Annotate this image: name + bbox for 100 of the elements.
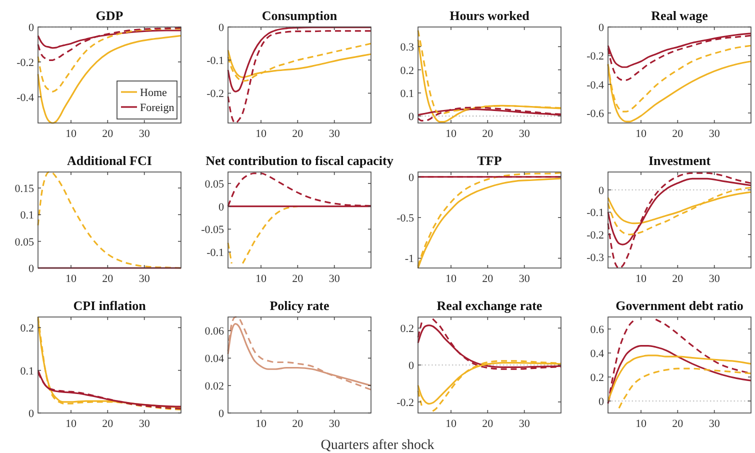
y-tick-label: -0.1 — [206, 247, 224, 259]
y-tick-label: 0.2 — [590, 372, 604, 384]
x-tick-label: 30 — [328, 418, 340, 430]
y-tick-label: 0 — [598, 396, 604, 408]
x-tick-label: 20 — [292, 273, 304, 285]
y-tick-label: -0.5 — [396, 212, 414, 225]
y-tick-label: 0.05 — [204, 178, 224, 190]
chart-title: Investment — [648, 153, 712, 168]
line-series — [607, 186, 752, 236]
y-tick-label: 0 — [218, 22, 224, 34]
y-tick-label: 0 — [408, 111, 414, 124]
x-tick-label: 10 — [446, 128, 457, 140]
x-tick-label: 10 — [636, 128, 647, 140]
y-tick-label: 0.1 — [20, 365, 34, 378]
y-tick-label: 0 — [28, 408, 34, 420]
line-series — [37, 27, 182, 61]
x-tick-label: 20 — [482, 418, 494, 430]
y-tick-label: -0.05 — [201, 224, 224, 236]
x-tick-label: 20 — [292, 418, 304, 430]
chart-title: Net contribution to fiscal capacity — [206, 153, 394, 168]
y-tick-label: 0.02 — [204, 380, 224, 393]
y-tick-label: 0 — [218, 201, 224, 214]
line-series — [37, 34, 182, 124]
y-tick-label: 0 — [408, 360, 414, 372]
x-tick-label: 30 — [138, 418, 150, 430]
x-tick-label: 30 — [708, 418, 720, 430]
y-tick-label: -0.2 — [586, 230, 604, 242]
x-tick-label: 20 — [672, 273, 684, 285]
x-tick-label: 10 — [256, 128, 267, 140]
chart-title: Policy rate — [270, 298, 330, 313]
y-tick-label: 0.1 — [20, 210, 34, 222]
x-tick-label: 10 — [66, 273, 77, 285]
x-tick-label: 30 — [708, 273, 720, 285]
y-tick-label: 0.15 — [14, 183, 34, 195]
y-tick-label: 0.6 — [590, 324, 604, 336]
y-tick-label: 0 — [28, 22, 34, 34]
x-axis-title: Quarters after shock — [320, 438, 434, 453]
y-tick-label: 0.4 — [590, 348, 604, 360]
x-tick-label: 10 — [256, 273, 267, 285]
x-tick-label: 20 — [672, 418, 684, 430]
y-tick-label: 0.2 — [400, 323, 414, 336]
y-tick-label: -0.2 — [206, 88, 224, 100]
line-series — [227, 42, 372, 82]
chart-title: Real wage — [651, 8, 708, 23]
chart-title: Real exchange rate — [436, 298, 542, 313]
x-tick-label: 30 — [518, 128, 530, 140]
x-tick-label: 30 — [138, 273, 150, 285]
x-tick-label: 30 — [518, 273, 530, 285]
y-tick-label: -0.2 — [396, 396, 414, 409]
y-tick-label: 0.3 — [400, 42, 414, 54]
x-tick-label: 30 — [328, 273, 340, 285]
y-tick-label: 0.2 — [400, 64, 414, 77]
line-series — [227, 30, 372, 124]
y-tick-label: -0.6 — [586, 108, 604, 120]
y-tick-label: 0 — [218, 408, 224, 420]
x-tick-label: 10 — [636, 418, 647, 430]
chart-title: TFP — [477, 153, 502, 168]
x-tick-label: 20 — [292, 128, 304, 140]
x-tick-label: 20 — [102, 128, 114, 140]
x-tick-label: 10 — [446, 273, 457, 285]
y-tick-label: 0 — [598, 184, 604, 197]
x-tick-label: 10 — [446, 418, 457, 430]
chart-title: CPI inflation — [73, 298, 147, 313]
y-tick-label: 0 — [28, 263, 34, 275]
y-tick-label: 0.2 — [20, 322, 34, 335]
x-tick-label: 10 — [256, 418, 267, 430]
y-tick-label: 0 — [598, 22, 604, 34]
x-tick-label: 10 — [66, 418, 77, 430]
x-tick-label: 30 — [708, 128, 720, 140]
y-tick-label: -1 — [404, 253, 414, 266]
x-tick-label: 20 — [102, 273, 114, 285]
x-tick-label: 30 — [138, 128, 150, 140]
chart-title: Consumption — [262, 8, 338, 23]
x-tick-label: 20 — [672, 128, 684, 140]
x-tick-label: 20 — [482, 273, 494, 285]
line-series — [607, 354, 752, 402]
y-tick-label: 0 — [408, 172, 414, 184]
chart-title: Hours worked — [450, 8, 530, 23]
x-tick-label: 30 — [328, 128, 340, 140]
y-tick-label: 0.05 — [14, 236, 34, 248]
y-tick-label: 0.04 — [204, 353, 224, 366]
x-tick-label: 10 — [66, 128, 77, 140]
y-tick-label: 0.06 — [204, 326, 224, 338]
y-tick-label: -0.1 — [206, 55, 224, 68]
chart-title: GDP — [96, 8, 124, 23]
y-tick-label: -0.1 — [586, 207, 604, 220]
y-tick-label: -0.2 — [586, 50, 604, 63]
legend-label: Home — [140, 87, 167, 99]
x-tick-label: 30 — [518, 418, 530, 430]
x-tick-label: 20 — [482, 128, 494, 140]
x-tick-label: 20 — [102, 418, 114, 430]
x-tick-label: 10 — [636, 273, 647, 285]
legend-label: Foreign — [140, 102, 175, 114]
line-series — [618, 368, 752, 409]
y-tick-label: -0.4 — [586, 79, 604, 92]
y-tick-label: -0.4 — [16, 92, 34, 104]
y-tick-label: -0.2 — [16, 56, 34, 69]
y-tick-label: -0.3 — [586, 252, 604, 264]
y-tick-label: 0.1 — [400, 88, 414, 100]
chart-title: Government debt ratio — [616, 298, 744, 313]
